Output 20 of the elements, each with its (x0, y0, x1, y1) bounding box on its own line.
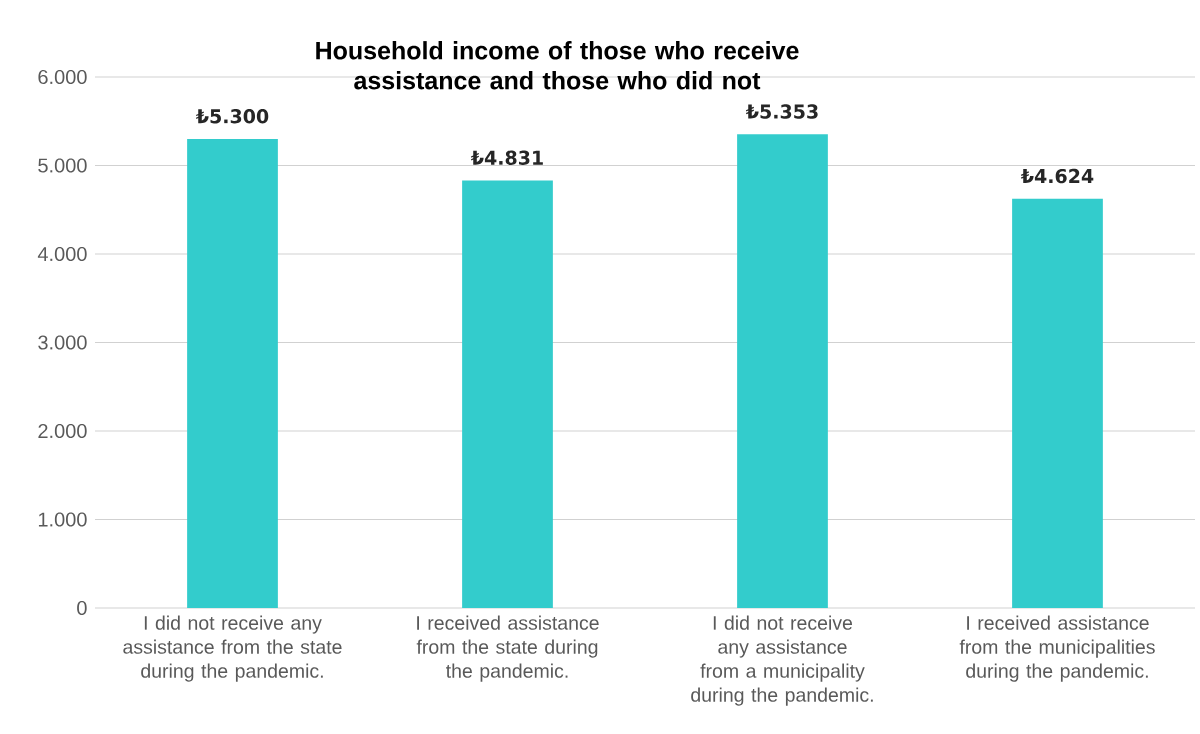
data-label: ₺5.353 (745, 104, 818, 119)
bar (187, 138, 278, 608)
y-tick-label: 2.000 (38, 423, 87, 439)
y-tick-label: 6.000 (38, 69, 87, 85)
y-tick-label: 0 (77, 600, 87, 616)
x-tick-label: I did not receive any assistance from the state during the pandemic. (123, 615, 342, 682)
bar (462, 180, 553, 608)
y-tick-label: 1.000 (38, 512, 87, 527)
y-tick-label: 4.000 (37, 246, 87, 262)
y-tick-label: 5.000 (38, 158, 87, 173)
data-label: ₺4.831 (470, 150, 543, 165)
x-tick-label: I did not receive any assistance from a municipality during the pandemic. (691, 615, 873, 706)
y-tick-label: 3.000 (38, 335, 87, 350)
data-label: ₺4.624 (1020, 168, 1094, 184)
chart-title: Household income of those who receive assistance and those who did not (316, 41, 799, 90)
bar (737, 134, 828, 608)
bar (1012, 198, 1103, 608)
x-tick-label: I received assistance from the state during the pandemic. (416, 615, 599, 682)
x-tick-label: I received assistance from the municipalities during the pandemic. (959, 615, 1155, 682)
data-label: ₺5.300 (195, 109, 269, 124)
